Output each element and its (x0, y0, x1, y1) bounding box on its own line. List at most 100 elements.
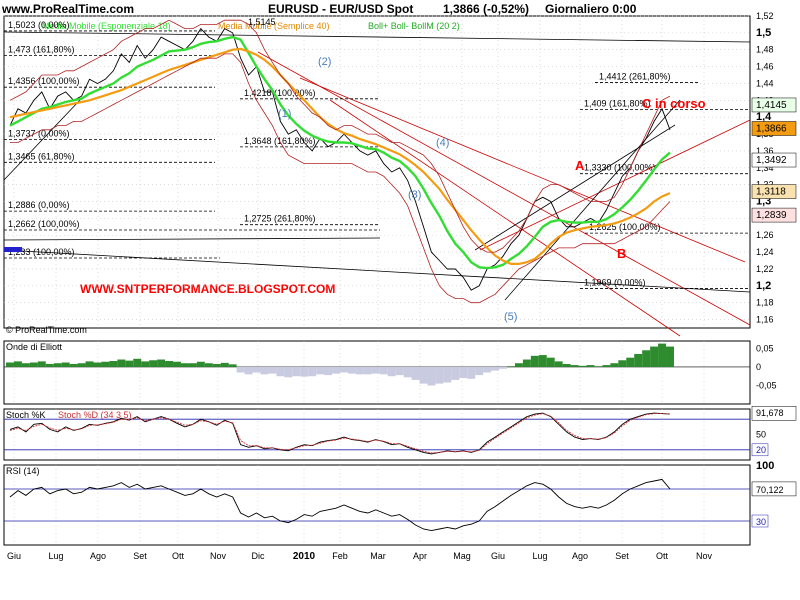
osc-bar (530, 355, 539, 367)
osc-bar (196, 361, 205, 367)
osc-bar (29, 362, 38, 367)
osc-bar (244, 366, 253, 375)
osc-bar (594, 366, 603, 367)
osc-y-tick: 0 (756, 362, 761, 372)
legend-sma: Media Mobile (Semplice 40) (218, 21, 330, 31)
price-label: 1,3866 (756, 123, 787, 134)
osc-bar (220, 362, 229, 367)
y-tick-label: 1,48 (756, 45, 774, 55)
trend-line (3, 31, 751, 43)
stoch-value-box (751, 405, 797, 421)
fib-label: 1,233 (100,00%) (8, 247, 75, 257)
osc-bar (538, 355, 547, 367)
x-tick-label: Lug (48, 551, 63, 561)
osc-bar (37, 361, 46, 367)
series-line (9, 19, 671, 253)
x-tick-label: Mag (453, 551, 471, 561)
price-label-box (751, 121, 797, 136)
osc-bar (212, 363, 221, 367)
stoch-line (9, 412, 671, 455)
osc-bar (101, 361, 110, 367)
stoch-ref-box (751, 443, 769, 457)
x-tick-label: Feb (332, 551, 348, 561)
wave-label: A (575, 158, 585, 173)
stoch-title: Stoch %K (6, 410, 46, 420)
osc-bar (188, 363, 197, 367)
y-tick-label: 1,16 (756, 315, 774, 325)
fib-label: 1,1969 (0,00%) (584, 277, 646, 287)
osc-bar (85, 361, 94, 367)
osc-bar (618, 360, 627, 367)
fib-label: 1,3465 (61,80%) (8, 151, 75, 161)
x-tick-label: Giu (491, 551, 505, 561)
osc-bar (324, 366, 333, 376)
osc-y-tick: 0,05 (756, 343, 774, 353)
osc-bar (13, 361, 22, 367)
osc-bar (634, 353, 643, 367)
osc-bar (157, 359, 166, 367)
osc-bar (562, 363, 571, 367)
y-tick-label: 1,46 (756, 62, 774, 72)
legend-ema: Media Mobile (Esponenziale 18) (42, 21, 171, 31)
rsi-title: RSI (14) (6, 466, 40, 476)
osc-bar (173, 361, 181, 367)
osc-bar (387, 366, 396, 377)
osc-bar (467, 366, 476, 379)
x-tick-label: Dic (252, 551, 265, 561)
osc-bar (21, 363, 30, 367)
osc-bar (93, 362, 102, 367)
x-tick-label: Ago (90, 551, 106, 561)
osc-bar (363, 366, 372, 375)
x-tick-label: Apr (413, 551, 427, 561)
osc-bar (45, 363, 54, 367)
price-label: 1,3118 (756, 187, 786, 198)
watermark: WWW.SNTPERFORMANCE.BLOGSPOT.COM (80, 282, 335, 296)
osc-y-tick: -0,05 (756, 380, 777, 390)
series-line (9, 35, 671, 270)
wave-label: B (617, 246, 626, 261)
osc-bar (332, 366, 340, 374)
trend-line (479, 119, 751, 251)
rsi-value-box (751, 481, 797, 497)
wave-label: (3) (408, 189, 421, 201)
osc-bar (53, 363, 62, 367)
y-tick-label: 1,34 (756, 163, 774, 173)
price-label-box (751, 184, 797, 199)
osc-bar (61, 362, 70, 367)
marker-bar (4, 247, 22, 252)
x-tick-label: Nov (696, 551, 713, 561)
osc-bar (165, 361, 174, 367)
y-tick-label: 1,22 (756, 264, 774, 274)
osc-bar (650, 346, 659, 367)
x-tick-label: Set (615, 551, 629, 561)
site-title[interactable]: www.ProRealTime.com (2, 2, 135, 16)
osc-bar (109, 361, 118, 367)
osc-bar (141, 361, 150, 367)
osc-bar (658, 343, 667, 367)
osc-bar (149, 360, 158, 367)
stoch-line (9, 413, 671, 454)
osc-bar (610, 363, 619, 367)
rsi-ref-box (751, 514, 769, 528)
period-label: Giornaliero 0:00 (545, 2, 637, 16)
osc-bar (602, 365, 611, 367)
osc-bar (340, 366, 348, 373)
osc-bar (395, 366, 404, 376)
stoch-y-tick: 20 (756, 445, 766, 455)
y-tick-label: 1,18 (756, 298, 774, 308)
osc-bar (292, 366, 301, 377)
fib-label: 1,4218 (100,00%) (244, 88, 316, 98)
osc-bar (403, 366, 412, 378)
price-tag-top: 1,5145 (248, 17, 276, 27)
osc-bar (268, 366, 277, 374)
fib-label: 1,5023 (0,00%) (8, 20, 70, 30)
wave-label: C in corso (642, 96, 706, 111)
x-tick-label: Nov (210, 551, 227, 561)
osc-bar (276, 366, 285, 377)
fib-label: 1,2625 (100,00%) (589, 222, 661, 232)
instrument-title: EURUSD - EUR/USD Spot (268, 2, 414, 16)
fib-label: 1,409 (161,80%) (584, 99, 651, 109)
osc-bar (69, 363, 78, 367)
rsi-y-tick: 70,122 (756, 485, 784, 495)
